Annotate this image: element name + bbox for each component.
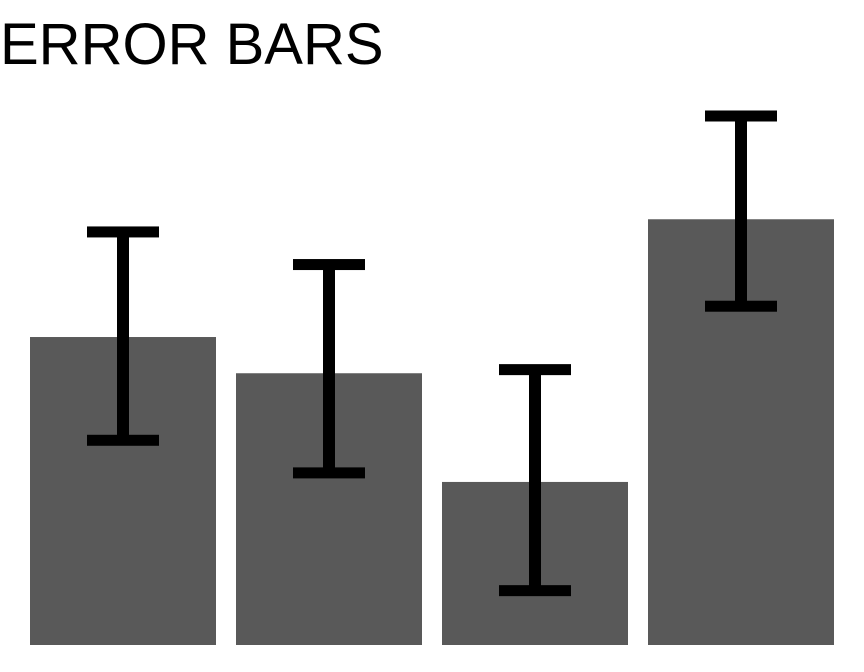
error-bar-stem-4 (735, 115, 747, 307)
chart-title: ERROR BARS (0, 12, 384, 77)
bars-layer (30, 219, 834, 645)
error-bar-stem-2 (323, 264, 335, 473)
error-bar-cap-high-2 (293, 259, 365, 271)
error-bar-cap-low-2 (293, 467, 365, 479)
error-bars-layer (87, 110, 777, 597)
error-bar-stem-1 (117, 231, 129, 441)
error-bar-2 (293, 259, 365, 479)
error-bar-cap-high-4 (705, 110, 777, 122)
error-bar-stem-3 (529, 369, 541, 591)
error-bar-cap-low-3 (499, 585, 571, 597)
error-bar-1 (87, 226, 159, 446)
error-bar-3 (499, 364, 571, 597)
error-bar-cap-high-1 (87, 226, 159, 238)
error-bar-cap-low-1 (87, 434, 159, 446)
error-bar-4 (705, 110, 777, 312)
error-bar-cap-high-3 (499, 364, 571, 376)
error-bar-cap-low-4 (705, 300, 777, 312)
